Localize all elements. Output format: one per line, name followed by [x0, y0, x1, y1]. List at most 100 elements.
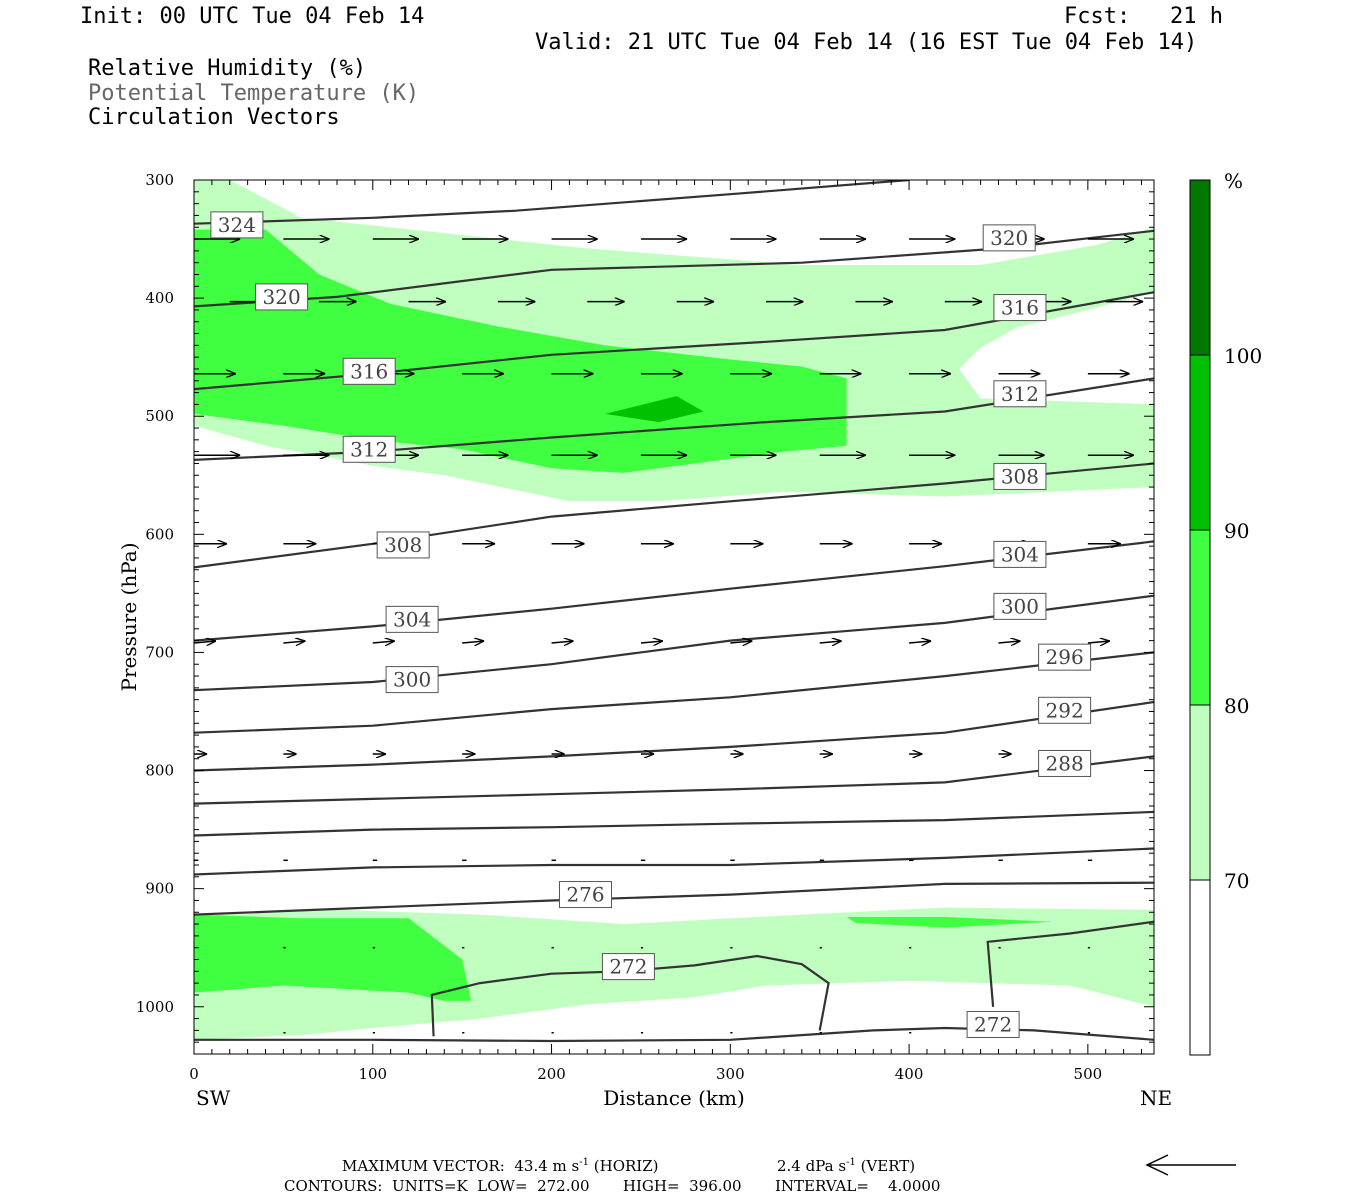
- footer-vert-vector: 2.4 dPa s-1 (VERT): [777, 1157, 915, 1175]
- contour-label-312-9: 312: [993, 380, 1047, 408]
- init-time: Init: 00 UTC Tue 04 Feb 14: [80, 4, 425, 29]
- y-tick-label-1000: 1000: [136, 998, 174, 1016]
- circulation-vector-5-4: [551, 641, 574, 643]
- theta-contour-276-12: [194, 881, 1154, 916]
- contour-label-text: 308: [1001, 464, 1039, 488]
- y-tick-label-900: 900: [145, 880, 174, 898]
- footer-horiz-value: 43.4 m s: [514, 1157, 580, 1175]
- contour-label-316-8: 316: [993, 294, 1047, 322]
- y-tick-label-600: 600: [145, 525, 174, 543]
- contour-label-272-17: 272: [601, 953, 655, 981]
- colorbar-level-90: 90: [1224, 519, 1249, 543]
- x-tick-label-200: 200: [537, 1065, 566, 1083]
- contour-label-text: 320: [990, 226, 1028, 250]
- colorbar-level-70: 70: [1224, 869, 1249, 893]
- x-tick-label-0: 0: [189, 1065, 199, 1083]
- x-tick-label-500: 500: [1074, 1065, 1103, 1083]
- contour-label-296-13: 296: [1038, 643, 1092, 671]
- x-tick-label-100: 100: [358, 1065, 387, 1083]
- colorbar-bin-70-80: [1189, 704, 1211, 881]
- contour-label-text: 292: [1046, 698, 1084, 722]
- contour-label-304-5: 304: [385, 605, 439, 633]
- axis-ticks: [193, 179, 1154, 1054]
- x-end-label-right: NE: [1140, 1086, 1172, 1110]
- circulation-vector-5-1: [283, 641, 305, 643]
- humidity-shading: [194, 180, 1154, 1040]
- circulation-vectors: [194, 239, 1144, 1034]
- colorbar-bin-80-90: [1189, 529, 1211, 706]
- footer-vert-tag: (VERT): [855, 1157, 916, 1175]
- circulation-vector-5-5: [640, 641, 663, 643]
- circulation-vector-5-0: [194, 641, 216, 643]
- contour-label-300-12: 300: [993, 592, 1047, 620]
- colorbar-level-100: 100: [1224, 344, 1262, 368]
- circulation-vector-5-9: [998, 641, 1020, 643]
- circulation-vector-5-6: [730, 641, 752, 643]
- contour-label-text: 272: [609, 955, 647, 979]
- footer-vert-unit-exp: -1: [846, 1157, 856, 1168]
- contour-label-text: 324: [218, 213, 256, 237]
- rh-region-90-2: [605, 396, 704, 423]
- valid-time: Valid: 21 UTC Tue 04 Feb 14 (16 EST Tue …: [535, 30, 1198, 55]
- field-vectors-label: Circulation Vectors: [88, 105, 340, 130]
- contour-label-text: 296: [1046, 645, 1084, 669]
- contour-label-text: 320: [263, 285, 301, 309]
- x-axis-label: Distance (km): [603, 1086, 745, 1110]
- theta-contour-308-4: [194, 462, 1154, 569]
- y-tick-label-300: 300: [145, 171, 174, 189]
- contour-label-320-1: 320: [255, 283, 309, 311]
- x-tick-label-400: 400: [895, 1065, 924, 1083]
- contour-labels: 324 320 316 312 308 304 300 320 316 312 308 304 300 2…: [210, 211, 1092, 1038]
- circulation-vector-5-3: [462, 641, 484, 643]
- y-tick-label-800: 800: [145, 762, 174, 780]
- footer-contours: CONTOURS: UNITS=K LOW= 272.00 HIGH= 396.…: [284, 1177, 941, 1195]
- circulation-vector-5-2: [372, 641, 395, 643]
- contour-label-text: 300: [393, 668, 431, 692]
- theta-contour-284-10: [194, 810, 1154, 837]
- reference-vector-arrow: [1145, 1154, 1236, 1176]
- contour-label-272-18: 272: [966, 1010, 1020, 1038]
- contour-label-text: 316: [1001, 296, 1039, 320]
- y-axis-label: Pressure (hPa): [117, 543, 141, 692]
- theta-contour-324-0: [194, 180, 910, 225]
- colorbar-bin-90-100: [1189, 354, 1211, 531]
- contour-label-text: 300: [1001, 594, 1039, 618]
- contour-label-276-16: 276: [559, 881, 613, 909]
- footer-horiz-unit-exp: -1: [579, 1157, 589, 1168]
- footer-horiz-tag: (HORIZ): [589, 1157, 659, 1175]
- y-tick-label-500: 500: [145, 407, 174, 425]
- rh-region-80-4: [194, 914, 472, 1001]
- y-tick-label-400: 400: [145, 289, 174, 307]
- contour-label-text: 308: [384, 533, 422, 557]
- colorbar-unit: %: [1224, 169, 1243, 193]
- contour-label-text: 304: [1001, 542, 1039, 566]
- contour-label-text: 272: [974, 1012, 1012, 1036]
- colorbar: % 70 80 90 100: [1189, 169, 1262, 1056]
- contour-label-308-4: 308: [376, 531, 430, 559]
- x-end-label-left: SW: [196, 1086, 231, 1110]
- theta-contour-272-15: [986, 920, 1154, 1007]
- contour-label-292-14: 292: [1038, 696, 1092, 724]
- field-rh-label: Relative Humidity (%): [88, 56, 367, 81]
- contour-label-312-3: 312: [342, 435, 396, 463]
- theta-contour-272-13: [430, 954, 830, 1037]
- contour-label-308-10: 308: [993, 462, 1047, 490]
- theta-contour-288-9: [194, 755, 1154, 805]
- rh-region-80-5: [846, 917, 1053, 928]
- contour-label-text: 312: [1001, 382, 1039, 406]
- contour-label-288-15: 288: [1038, 749, 1092, 777]
- circulation-vector-5-10: [1087, 641, 1110, 643]
- footer-vert-value: 2.4 dPa s: [777, 1157, 847, 1175]
- contour-label-text: 276: [566, 883, 604, 907]
- footer-max-label: MAXIMUM VECTOR:: [342, 1157, 505, 1175]
- contour-label-text: 304: [393, 607, 431, 631]
- contour-label-300-6: 300: [385, 666, 439, 694]
- contour-label-324-0: 324: [210, 211, 264, 239]
- circulation-vector-5-8: [909, 641, 931, 643]
- theta-contour-304-5: [194, 540, 1154, 642]
- colorbar-bin-below-70: [1189, 879, 1211, 1056]
- contour-label-304-11: 304: [993, 540, 1047, 568]
- y-tick-label-700: 700: [145, 643, 174, 661]
- theta-contour-296-7: [194, 651, 1154, 734]
